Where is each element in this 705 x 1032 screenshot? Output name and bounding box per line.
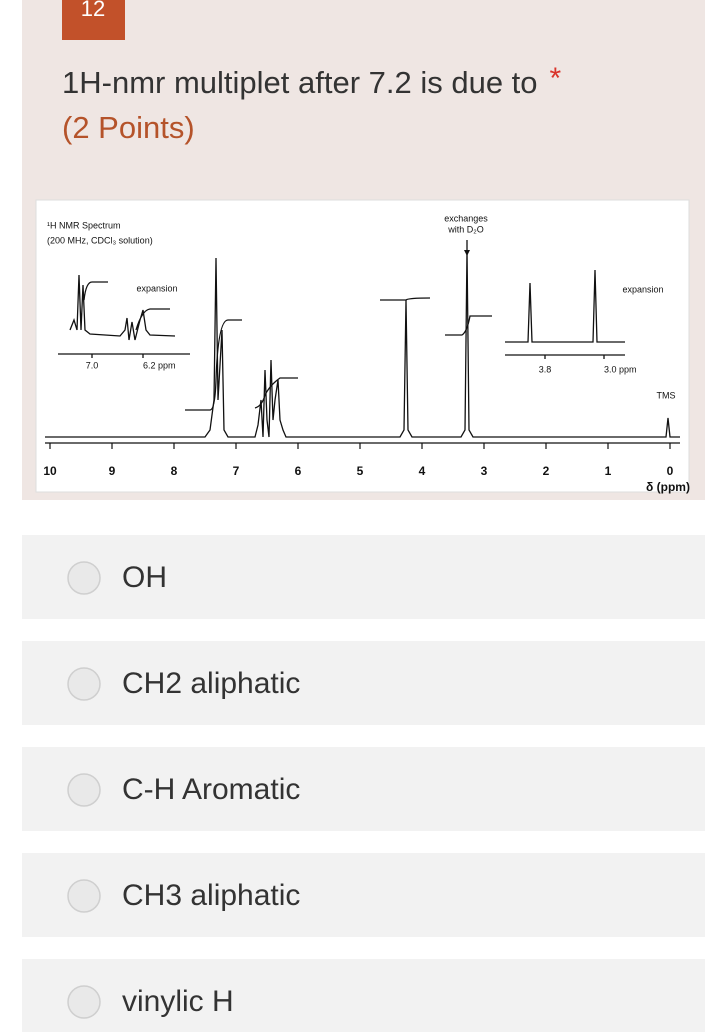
option-label[interactable]: OH: [122, 561, 167, 594]
option[interactable]: CH2 aliphatic: [22, 641, 705, 725]
axis-tick-label: 6: [295, 464, 302, 478]
annotation-line: with D₂O: [447, 224, 484, 234]
option-background[interactable]: [22, 959, 705, 1032]
spectrum-trace: [45, 249, 680, 438]
axis-tick-label: 8: [171, 464, 178, 478]
axis-label: δ (ppm): [646, 480, 690, 494]
radio-button[interactable]: [67, 561, 101, 595]
axis-tick-label: 5: [357, 464, 364, 478]
question-points: (2 Points): [62, 110, 195, 145]
question-number: 12: [81, 0, 105, 21]
axis-tick-label: 2: [543, 464, 550, 478]
annotation-line: exchanges: [444, 213, 488, 223]
radio-button[interactable]: [67, 985, 101, 1019]
option-label[interactable]: C-H Aromatic: [122, 773, 300, 806]
option-label[interactable]: vinylic H: [122, 985, 234, 1018]
axis-tick-label: 9: [109, 464, 116, 478]
axis-tick-label: 3: [481, 464, 488, 478]
radio-button[interactable]: [67, 879, 101, 913]
option-background[interactable]: [22, 853, 705, 937]
radio-button[interactable]: [67, 667, 101, 701]
expansion-trace: [505, 269, 625, 359]
integration-trace: [185, 297, 492, 411]
question-text: 1H-nmr multiplet after 7.2 is due to: [62, 65, 538, 100]
axis-tick-label: 0: [667, 464, 674, 478]
expansion-trace: [58, 274, 190, 358]
spectrum-title: ¹H NMR Spectrum: [47, 220, 121, 230]
expansion-label: expansion: [622, 284, 663, 294]
options-list: OH CH2 aliphatic C-H Aromatic CH3 aliphatic…: [22, 535, 705, 1032]
expansion-tick: 6.2 ppm: [143, 360, 176, 370]
expansion-label: expansion: [136, 283, 177, 293]
axis-tick-label: 1: [605, 464, 612, 478]
axis-tick-label: 10: [43, 464, 57, 478]
option-background[interactable]: [22, 747, 705, 831]
option-label[interactable]: CH3 aliphatic: [122, 879, 300, 912]
axis-tick-label: 4: [419, 464, 426, 478]
option[interactable]: OH: [22, 535, 705, 619]
axis-tick-label: 7: [233, 464, 240, 478]
option[interactable]: C-H Aromatic: [22, 747, 705, 831]
option-background[interactable]: [22, 641, 705, 725]
spectrum-conditions: (200 MHz, CDCl₃ solution): [47, 235, 153, 245]
question-number-badge: [62, 0, 125, 40]
tms-label: TMS: [657, 390, 676, 400]
option-label[interactable]: CH2 aliphatic: [122, 667, 300, 700]
expansion-tick: 3.0 ppm: [604, 364, 637, 374]
option[interactable]: CH3 aliphatic: [22, 853, 705, 937]
radio-button[interactable]: [67, 773, 101, 807]
spectrum-image: ¹H NMR Spectrum (200 MHz, CDCl₃ solution…: [35, 199, 690, 494]
expansion-tick: 3.8: [539, 364, 552, 374]
expansion-tick: 7.0: [86, 360, 99, 370]
option-background[interactable]: [22, 535, 705, 619]
required-mark: *: [550, 62, 562, 95]
option[interactable]: vinylic H: [22, 959, 705, 1032]
